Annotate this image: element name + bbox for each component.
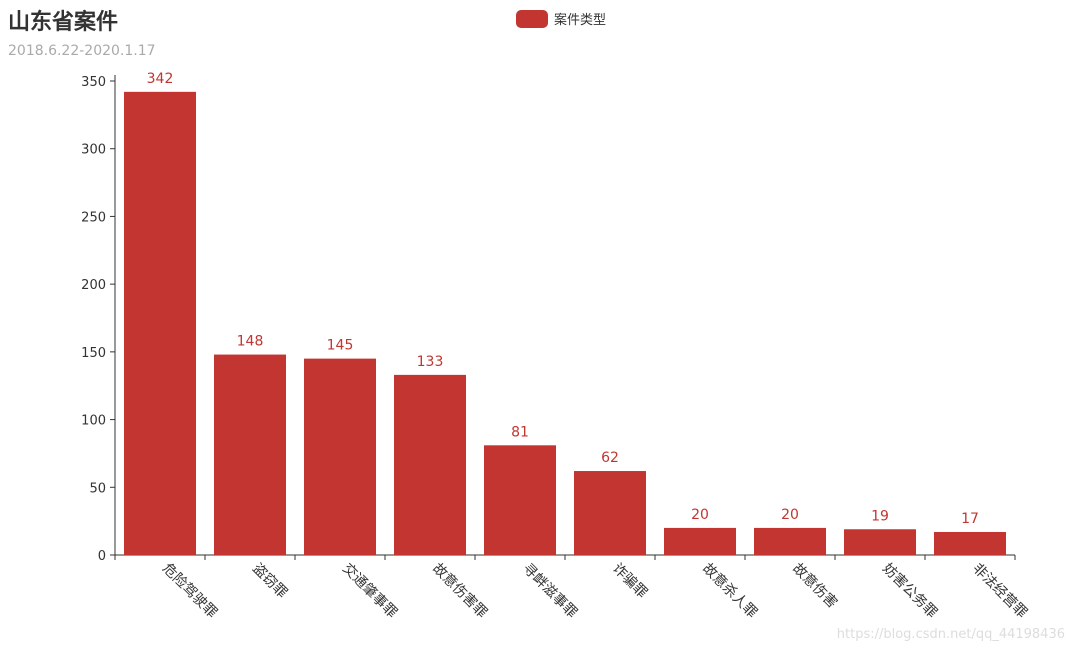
y-tick-label: 0 xyxy=(98,549,106,564)
bar[interactable] xyxy=(754,527,826,555)
bar-value-label: 20 xyxy=(781,507,799,523)
bar[interactable] xyxy=(484,445,556,555)
chart-title: 山东省案件 xyxy=(8,10,119,35)
x-tick-label: 故意伤害罪 xyxy=(429,560,491,622)
bar[interactable] xyxy=(214,354,286,555)
x-tick-label: 故意杀人罪 xyxy=(699,560,761,622)
bar-value-label: 62 xyxy=(601,450,619,466)
y-tick-label: 100 xyxy=(81,414,106,429)
chart-subtitle: 2018.6.22-2020.1.17 xyxy=(8,43,156,59)
legend-swatch[interactable] xyxy=(516,9,548,28)
bar[interactable] xyxy=(394,374,466,555)
x-tick-label: 危险驾驶罪 xyxy=(159,561,220,622)
y-tick-label: 350 xyxy=(81,75,106,90)
x-tick-label: 寻衅滋事罪 xyxy=(519,561,580,622)
y-tick-label: 50 xyxy=(89,481,106,496)
bar-value-label: 81 xyxy=(511,424,529,440)
legend-label[interactable]: 案件类型 xyxy=(554,13,607,28)
y-tick-label: 150 xyxy=(81,346,106,361)
bar[interactable] xyxy=(574,471,646,555)
x-tick-label: 故意伤害 xyxy=(789,560,841,612)
x-tick-label: 交通肇事罪 xyxy=(339,560,401,622)
bar[interactable] xyxy=(934,531,1006,555)
bar[interactable] xyxy=(664,527,736,555)
bar-value-label: 145 xyxy=(327,338,354,354)
bar-value-label: 19 xyxy=(871,508,889,524)
y-tick-label: 250 xyxy=(81,210,106,225)
y-tick-label: 300 xyxy=(81,143,106,158)
bar[interactable] xyxy=(304,358,376,555)
x-tick-label: 诈骗罪 xyxy=(609,561,650,602)
bar-value-label: 20 xyxy=(691,507,709,523)
legend[interactable]: 案件类型 xyxy=(516,9,606,28)
bar[interactable] xyxy=(844,529,916,555)
bar-value-label: 133 xyxy=(417,354,444,370)
bar-value-label: 17 xyxy=(961,511,979,527)
y-tick-label: 200 xyxy=(81,278,106,293)
bar[interactable] xyxy=(124,91,196,555)
bar-value-label: 342 xyxy=(147,71,174,87)
bar-value-label: 148 xyxy=(237,334,264,350)
x-tick-label: 妨害公务罪 xyxy=(879,561,940,622)
x-tick-label: 盗窃罪 xyxy=(249,561,290,602)
watermark: https://blog.csdn.net/qq_44198436 xyxy=(836,627,1065,642)
x-tick-label: 非法经营罪 xyxy=(969,561,1030,622)
